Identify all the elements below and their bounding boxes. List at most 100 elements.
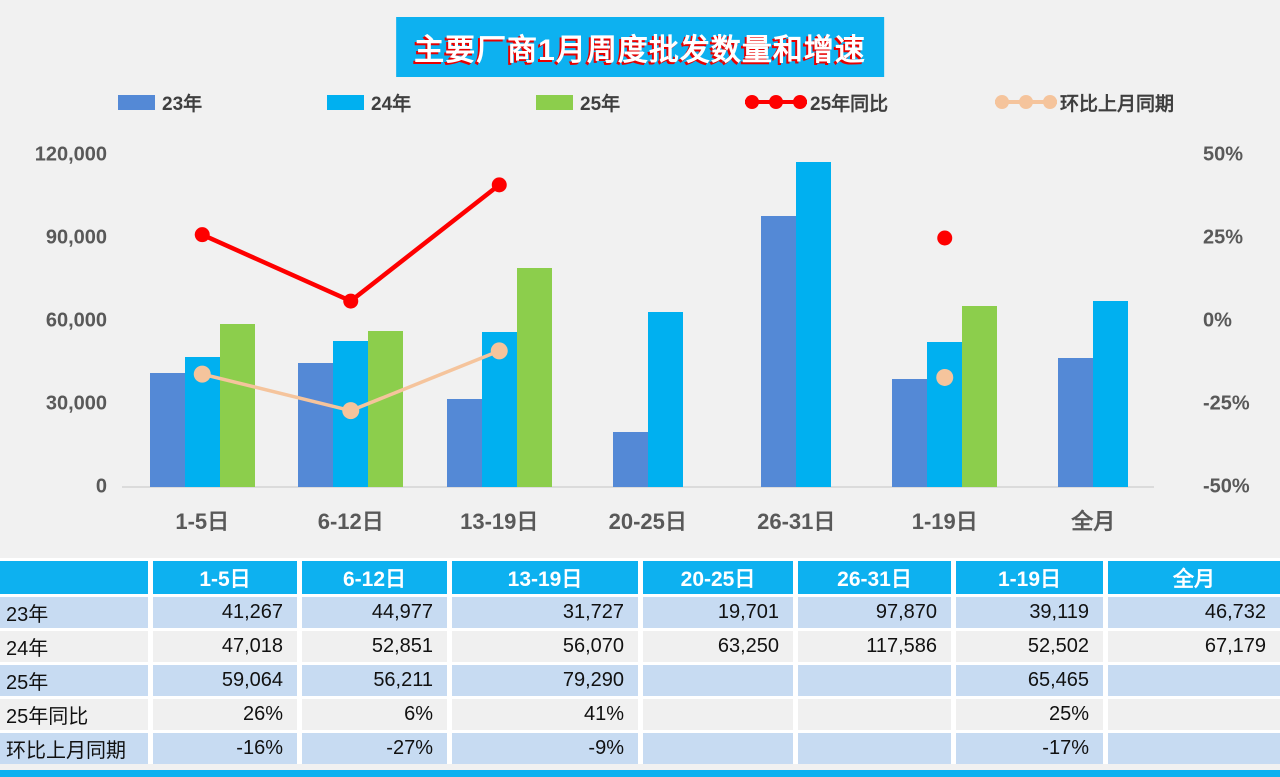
table-row-23年: 23年 41,267 44,977 31,727 19,701 97,870 39,119 4… [0, 594, 1280, 628]
table-cell-r4-c1: 26% [153, 696, 302, 730]
bar-series2-cat1 [184, 356, 220, 487]
table-cell-r3-c6: 65,465 [956, 662, 1108, 696]
table-cell-r1-c2: 44,977 [302, 594, 452, 628]
bar-series2-cat7 [1093, 301, 1129, 487]
growth-dot-series1-cat1 [194, 227, 210, 243]
table-cell-r5-c5 [798, 730, 956, 764]
table-cell-r1-c7: 46,732 [1108, 594, 1280, 628]
table-cell-r4-c5 [798, 696, 956, 730]
table-row-24年: 24年 47,018 52,851 56,070 63,250 117,586 52,502… [0, 628, 1280, 662]
table-cell-r3-c7 [1108, 662, 1280, 696]
table-header-row: 1-5日 6-12日 13-19日 20-25日 26-31日 1-19日 全月 [0, 558, 1280, 594]
table-cell-r5-c1: -16% [153, 730, 302, 764]
legend-line-dot [995, 95, 1009, 109]
legend-item-3: 25年 [536, 89, 745, 116]
legend-bar-swatch [327, 94, 364, 110]
table-cell-r2-c5: 117,586 [798, 628, 956, 662]
y-axis-tick-right: 25% [1203, 226, 1244, 249]
table-header-corner [0, 558, 153, 594]
y-axis-tick-left: 120,000 [34, 143, 107, 166]
table-cell-r5-c7 [1108, 730, 1280, 764]
x-axis-label: 6-12日 [317, 509, 384, 534]
table-header-cell: 13-19日 [452, 558, 643, 594]
table-cell-r2-c7: 67,179 [1108, 628, 1280, 662]
table-cell-r3-c2: 56,211 [302, 662, 452, 696]
x-axis-line [122, 486, 1154, 488]
table-cell-r2-c6: 52,502 [956, 628, 1108, 662]
table-header-cell: 26-31日 [798, 558, 956, 594]
legend: 23年 24年 25年 25年同比 环比上月同期 [118, 88, 1280, 116]
table-cell-r4-c3: 41% [452, 696, 643, 730]
table-cell-r3-c1: 59,064 [153, 662, 302, 696]
table-cell-r1-c3: 31,727 [452, 594, 643, 628]
table-cell-r2-c1: 47,018 [153, 628, 302, 662]
y-axis-tick-right: -50% [1203, 475, 1250, 498]
bar-series1-cat4 [612, 432, 648, 487]
bar-series2-cat2 [333, 340, 369, 487]
x-axis-label: 1-19日 [911, 509, 978, 534]
bar-series1-cat2 [298, 362, 334, 487]
legend-bar-swatch [118, 94, 155, 110]
x-axis-label: 1-5日 [175, 509, 230, 534]
legend-bar-swatch [536, 94, 573, 110]
legend-label: 23年 [162, 93, 203, 115]
y-axis-tick-right: 50% [1203, 143, 1244, 166]
legend-line-dot [1019, 95, 1033, 109]
legend-line-swatch [745, 94, 807, 110]
bar-series3-cat1 [219, 323, 255, 487]
y-axis-tick-left: 30,000 [45, 392, 107, 415]
growth-dot-series1-cat2 [343, 293, 359, 309]
table-cell-r5-c4 [643, 730, 798, 764]
table-cell-r4-c6: 25% [956, 696, 1108, 730]
bar-series1-cat3 [446, 399, 482, 487]
bar-series1-cat1 [149, 372, 185, 487]
chart-title: 主要厂商1月周度批发数量和增速 [396, 17, 884, 77]
x-axis-label: 13-19日 [460, 509, 539, 534]
legend-item-5: 环比上月同期 [995, 89, 1204, 116]
bar-series2-cat4 [647, 312, 683, 487]
data-table: 1-5日 6-12日 13-19日 20-25日 26-31日 1-19日 全月 23年 41… [0, 558, 1280, 764]
growth-line-series1 [201, 183, 501, 304]
bar-series3-cat2 [368, 331, 404, 487]
table-cell-r4-c2: 6% [302, 696, 452, 730]
table-row-25年同比: 25年同比 26% 6% 41% 25% [0, 696, 1280, 730]
legend-item-2: 24年 [327, 89, 536, 116]
legend-line-dot [793, 95, 807, 109]
bar-series1-cat5 [761, 216, 797, 487]
y-axis-tick-left: 0 [95, 475, 107, 498]
table-header-cell: 全月 [1108, 558, 1280, 594]
legend-label: 24年 [371, 93, 412, 115]
growth-dot-series1-cat3 [491, 177, 507, 193]
row-label: 23年 [0, 594, 153, 628]
legend-item-1: 23年 [118, 89, 327, 116]
bar-series2-cat3 [481, 331, 517, 487]
table-row-25年: 25年 59,064 56,211 79,290 65,465 [0, 662, 1280, 696]
table-cell-r1-c6: 39,119 [956, 594, 1108, 628]
legend-line-swatch [995, 94, 1057, 110]
table-cell-r2-c2: 52,851 [302, 628, 452, 662]
legend-line-dot [1043, 95, 1057, 109]
table-cell-r1-c4: 19,701 [643, 594, 798, 628]
bar-series3-cat3 [516, 267, 552, 487]
bar-series1-cat7 [1058, 357, 1094, 487]
table-header-cell: 20-25日 [643, 558, 798, 594]
row-label: 25年同比 [0, 696, 153, 730]
y-axis-tick-right: 0% [1203, 309, 1232, 332]
table-cell-r4-c7 [1108, 696, 1280, 730]
legend-label: 25年 [580, 93, 621, 115]
table-cell-r4-c4 [643, 696, 798, 730]
bar-series1-cat6 [892, 378, 928, 487]
table-cell-r2-c4: 63,250 [643, 628, 798, 662]
table-cell-r3-c3: 79,290 [452, 662, 643, 696]
legend-item-4: 25年同比 [745, 89, 995, 116]
table-head: 1-5日 6-12日 13-19日 20-25日 26-31日 1-19日 全月 [0, 558, 1280, 594]
table-cell-r5-c3: -9% [452, 730, 643, 764]
y-axis-tick-right: -25% [1203, 392, 1250, 415]
y-axis-tick-left: 90,000 [45, 226, 107, 249]
table-cell-r3-c4 [643, 662, 798, 696]
table-header-cell: 1-19日 [956, 558, 1108, 594]
table-cell-r1-c5: 97,870 [798, 594, 956, 628]
table-cell-r5-c2: -27% [302, 730, 452, 764]
bar-series2-cat5 [796, 161, 832, 487]
